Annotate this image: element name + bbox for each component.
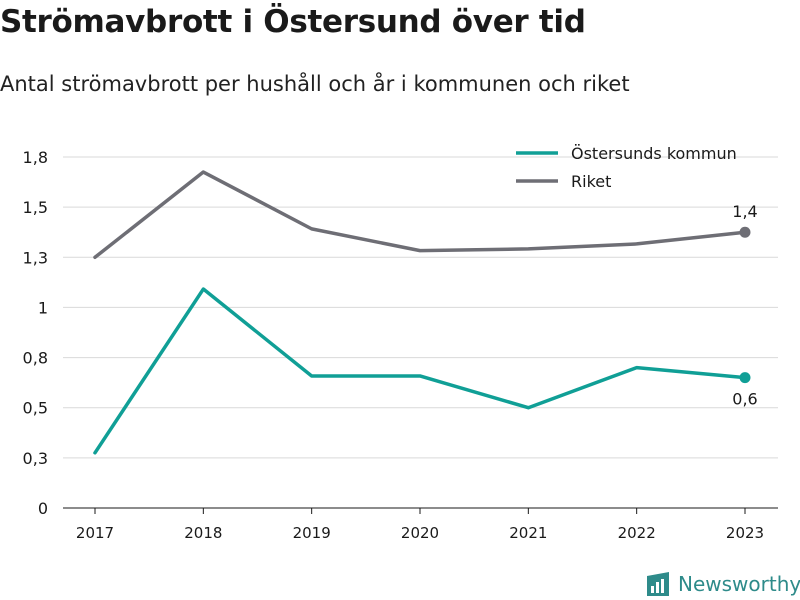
- y-tick-label: 1,8: [23, 148, 48, 167]
- series-line: [93, 287, 747, 455]
- y-tick-label: 0,8: [23, 349, 48, 368]
- x-tick-label: 2020: [401, 524, 439, 542]
- series-end-marker: [739, 372, 751, 384]
- brand-name: Newsworthy: [678, 572, 800, 596]
- y-tick-label: 1,3: [23, 248, 48, 267]
- y-tick-label: 0: [38, 499, 48, 518]
- chart-title: Strömavbrott i Östersund över tid: [0, 4, 586, 40]
- series-end-label: 1,4: [732, 202, 757, 221]
- y-tick-label: 0,5: [23, 399, 48, 418]
- x-tick-label: 2017: [76, 524, 114, 542]
- legend-label: Östersunds kommun: [571, 144, 737, 163]
- x-tick-label: 2022: [618, 524, 656, 542]
- x-tick-label: 2021: [509, 524, 547, 542]
- y-tick-label: 1: [38, 298, 48, 317]
- series-end-label: 0,6: [732, 390, 757, 409]
- series-end-marker: [739, 226, 751, 238]
- x-tick-label: 2023: [726, 524, 764, 542]
- series-line: [93, 170, 747, 260]
- newsworthy-logo: Newsworthy: [645, 570, 800, 598]
- y-tick-label: 1,5: [23, 198, 48, 217]
- x-tick-label: 2018: [184, 524, 222, 542]
- chart-subtitle: Antal strömavbrott per hushåll och år i …: [0, 72, 630, 96]
- x-tick-label: 2019: [293, 524, 331, 542]
- legend-label: Riket: [571, 172, 611, 191]
- newsworthy-logo-icon: [647, 572, 669, 596]
- y-tick-label: 0,3: [23, 449, 48, 468]
